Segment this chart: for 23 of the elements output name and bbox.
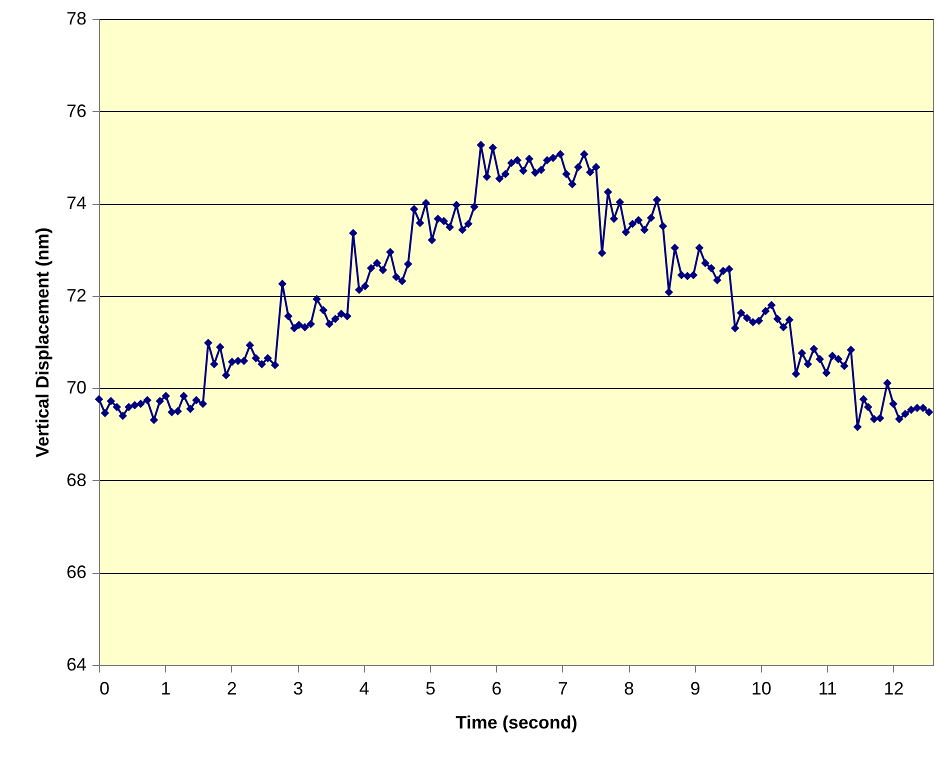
x-tick-label: 7 (558, 678, 568, 698)
y-tick-label: 74 (66, 193, 86, 214)
y-tick-label: 78 (66, 8, 86, 28)
x-tick-label: 12 (884, 678, 904, 698)
y-tick-label: 66 (66, 562, 86, 582)
x-tick-label: 4 (359, 678, 370, 698)
y-tick-label: 72 (66, 285, 86, 306)
y-tick-label: 76 (66, 100, 86, 121)
x-tick-label: 1 (160, 678, 171, 698)
x-tick-label: 11 (818, 678, 837, 698)
x-axis-title: Time (second) (456, 712, 578, 732)
y-tick-label: 68 (66, 470, 86, 490)
y-tick-label: 64 (66, 654, 86, 674)
y-tick-label: 70 (66, 378, 86, 398)
x-tick-label: 0 (100, 678, 110, 698)
x-tick-label: 6 (492, 678, 502, 698)
x-tick-label: 5 (425, 678, 436, 698)
y-axis-title: Vertical Displacement (nm) (32, 227, 52, 458)
x-tick-label: 9 (690, 678, 700, 698)
x-tick-label: 8 (624, 678, 634, 698)
x-tick-label: 3 (293, 678, 304, 698)
x-tick-label: 2 (226, 678, 237, 698)
x-tick-label: 10 (751, 678, 772, 698)
